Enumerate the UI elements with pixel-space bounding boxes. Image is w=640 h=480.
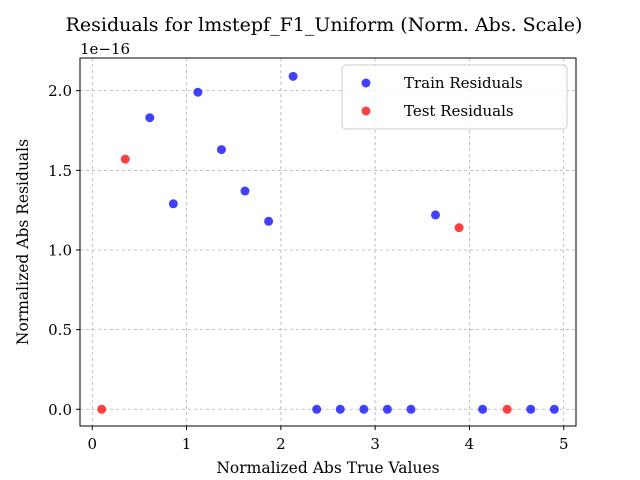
train-residual-point [359, 404, 369, 414]
train-residual-point [526, 404, 536, 414]
train-residual-point [216, 145, 226, 155]
legend-label-train: Train Residuals [404, 74, 523, 92]
x-tick-label: 3 [370, 435, 380, 453]
legend-label-test: Test Residuals [404, 102, 514, 120]
x-tick-label: 5 [559, 435, 569, 453]
chart-title: Residuals for lmstepf_F1_Uniform (Norm. … [66, 14, 583, 36]
train-residual-point [382, 404, 392, 414]
x-axis-label: Normalized Abs True Values [216, 459, 439, 477]
train-residual-point [430, 210, 440, 220]
y-tick-label: 0.0 [48, 401, 72, 419]
train-residual-point [240, 186, 250, 196]
x-tick-label: 4 [465, 435, 475, 453]
train-residual-point [335, 404, 345, 414]
x-axis-ticks: 0 1 2 3 4 5 [87, 426, 569, 453]
train-residual-point [145, 113, 155, 123]
y-tick-label: 1.5 [48, 162, 72, 180]
plot-frame [79, 57, 577, 427]
test-residual-point [120, 154, 130, 164]
x-tick-label: 1 [182, 435, 192, 453]
legend-marker-test [361, 106, 371, 116]
train-residual-point [549, 404, 559, 414]
y-offset-label: 1e−16 [80, 40, 130, 58]
train-residual-point [478, 404, 488, 414]
data-points [97, 71, 559, 414]
train-residual-point [288, 71, 298, 81]
train-residual-point [168, 199, 178, 209]
train-residual-point [264, 216, 274, 226]
legend-box [341, 64, 568, 130]
y-tick-label: 1.0 [48, 241, 72, 259]
legend-marker-train [361, 78, 371, 88]
x-tick-label: 0 [87, 435, 97, 453]
y-axis-ticks: 0.0 0.5 1.0 1.5 2.0 [48, 82, 80, 419]
x-tick-label: 2 [276, 435, 286, 453]
test-residual-point [454, 223, 464, 233]
test-residual-point [97, 404, 107, 414]
test-residual-point [502, 404, 512, 414]
train-residual-point [406, 404, 416, 414]
y-axis-label: Normalized Abs Residuals [14, 139, 32, 345]
legend: Train Residuals Test Residuals [341, 64, 568, 130]
train-residual-point [193, 87, 203, 97]
y-tick-label: 0.5 [48, 321, 72, 339]
train-residual-point [312, 404, 322, 414]
y-tick-label: 2.0 [48, 82, 72, 100]
